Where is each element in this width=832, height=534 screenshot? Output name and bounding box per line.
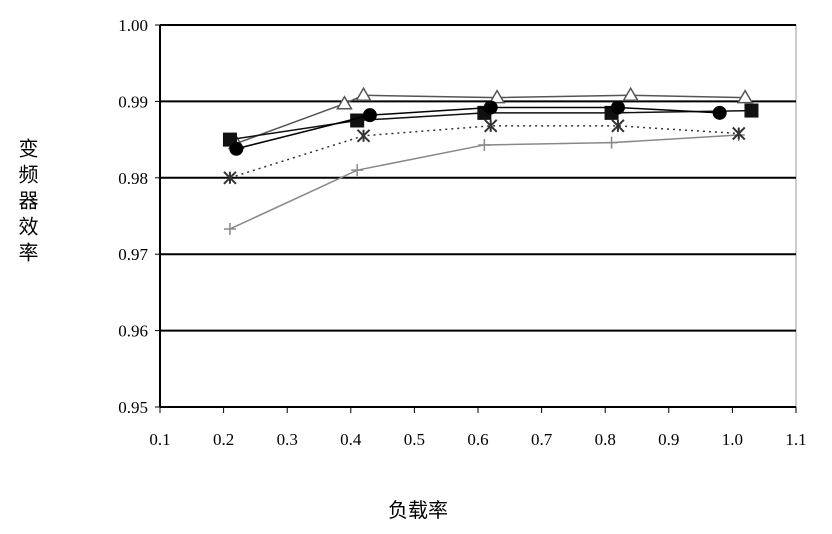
data-point [484, 119, 498, 133]
data-point [351, 164, 364, 177]
y-tick-label: 0.98 [118, 169, 148, 188]
x-tick-label: 0.3 [277, 430, 298, 449]
data-point [355, 86, 372, 102]
series-line [236, 94, 746, 145]
data-point [732, 126, 746, 141]
data-point [605, 136, 618, 149]
x-tick-label: 1.0 [722, 430, 743, 449]
y-tick-label: 0.96 [118, 322, 148, 341]
plot-frame [159, 24, 797, 408]
y-tick-label: 1.00 [118, 16, 148, 35]
data-point [229, 141, 244, 156]
data-point [712, 105, 727, 120]
data-point [478, 138, 491, 151]
x-tick-label: 0.7 [531, 430, 553, 449]
x-tick-label: 0.2 [213, 430, 234, 449]
y-tick-label: 0.97 [118, 245, 148, 264]
x-tick-label: 0.9 [658, 430, 679, 449]
data-point [336, 95, 353, 110]
series-line [229, 125, 739, 179]
x-tick-label: 0.5 [404, 430, 425, 449]
x-axis-label: 负载率 [388, 500, 448, 522]
data-point [350, 113, 365, 128]
y-tick-label: 0.95 [118, 398, 148, 417]
data-point [736, 89, 754, 104]
x-tick-label: 0.1 [149, 430, 170, 449]
data-point [362, 108, 377, 123]
data-point [223, 171, 237, 185]
data-point [223, 222, 236, 235]
data-point [622, 86, 639, 102]
data-point [610, 100, 625, 115]
data-point [744, 103, 759, 118]
data-point [488, 89, 506, 104]
data-point [483, 100, 498, 115]
y-tick-label: 0.99 [118, 92, 148, 111]
data-point [611, 119, 625, 133]
x-tick-label: 0.8 [595, 430, 616, 449]
data-point [356, 129, 371, 143]
x-tick-label: 1.1 [785, 430, 806, 449]
x-tick-label: 0.6 [467, 430, 488, 449]
x-tick-label: 0.4 [340, 430, 362, 449]
y-axis-label: 变频器效率 [15, 138, 37, 268]
